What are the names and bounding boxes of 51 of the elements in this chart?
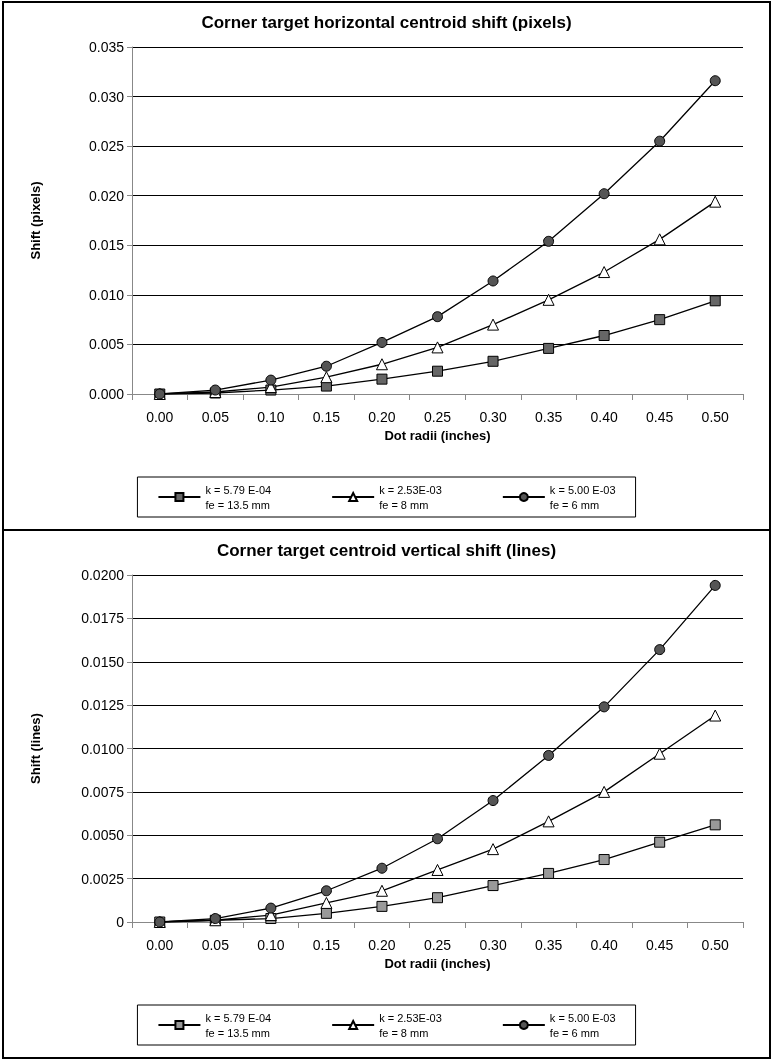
x-tick-label: 0.45 [646, 937, 674, 953]
y-tick-label: 0.010 [88, 286, 125, 303]
x-tick-label: 0.40 [590, 937, 618, 953]
legend-label: k = 2.53E-03 fe = 8 mm [379, 483, 442, 511]
x-tick-label: 0.50 [701, 409, 730, 425]
legend-label: k = 5.79 E-04 fe = 13.5 mm [205, 483, 272, 511]
y-tick-label: 0.0175 [81, 610, 125, 627]
y-tick-label: 0.020 [88, 187, 125, 204]
y-tick-label: 0.0075 [81, 783, 125, 800]
x-tick-label: 0.20 [368, 937, 396, 953]
x-tick-label: 0.20 [368, 409, 396, 425]
x-tick-label: 0.45 [646, 409, 674, 425]
legend-label: k = 5.79 E-04 fe = 13.5 mm [205, 1011, 272, 1039]
x-tick-label: 0.10 [257, 409, 285, 425]
x-tick-label: 0.35 [534, 937, 563, 953]
x-tick-label: 0.30 [479, 937, 507, 953]
legend-label: k = 2.53E-03 fe = 8 mm [379, 1011, 442, 1039]
y-tick-label: 0.0150 [81, 653, 125, 670]
y-tick-label: 0.000 [88, 386, 125, 402]
chart-title: Corner target horizontal centroid shift (pixels) [201, 13, 572, 32]
x-tick-label: 0.00 [146, 409, 174, 425]
legend-label: k = 5.00 E-03 fe = 6 mm [549, 483, 616, 511]
x-tick-label: 0.30 [479, 409, 507, 425]
x-axis-title: Dot radii (inches) [384, 427, 491, 443]
y-tick-label: 0.035 [88, 39, 125, 55]
y-tick-label: 0.0200 [81, 567, 125, 583]
y-axis-title: Shift (pixels) [28, 181, 43, 260]
y-axis-title: Shift (lines) [28, 713, 43, 784]
x-tick-label: 0.15 [312, 409, 341, 425]
x-tick-label: 0.25 [423, 409, 452, 425]
y-tick-label: 0.0100 [81, 740, 125, 757]
y-tick-label: 0.0050 [81, 827, 125, 844]
y-tick-label: 0.0025 [81, 870, 125, 887]
x-tick-label: 0.50 [701, 937, 730, 953]
y-tick-label: 0.025 [88, 138, 125, 155]
x-tick-label: 0.05 [201, 409, 230, 425]
x-tick-label: 0.25 [423, 937, 452, 953]
x-tick-label: 0.00 [146, 937, 174, 953]
y-tick-label: 0.0125 [81, 697, 125, 714]
x-tick-label: 0.15 [312, 937, 341, 953]
chart-title: Corner target centroid vertical shift (lines) [216, 541, 557, 560]
x-tick-label: 0.35 [534, 409, 563, 425]
x-tick-label: 0.10 [257, 937, 285, 953]
x-axis-title: Dot radii (inches) [384, 955, 491, 971]
y-tick-label: 0 [116, 914, 125, 930]
x-tick-label: 0.40 [590, 409, 618, 425]
y-tick-label: 0.015 [88, 237, 125, 254]
x-tick-label: 0.05 [201, 937, 230, 953]
y-tick-label: 0.030 [88, 88, 125, 105]
y-tick-label: 0.005 [88, 336, 125, 353]
legend-label: k = 5.00 E-03 fe = 6 mm [549, 1011, 616, 1039]
